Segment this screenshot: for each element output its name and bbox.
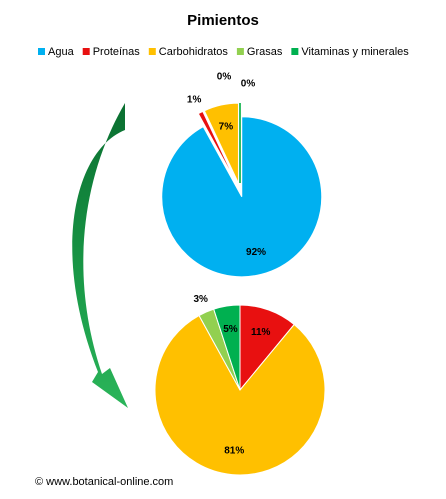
footer: © www.botanical-online.com — [35, 476, 173, 488]
data-label: 81% — [224, 446, 244, 457]
data-label: 7% — [219, 122, 234, 133]
pie-slice — [213, 304, 241, 391]
pie-slice — [154, 314, 326, 476]
data-label: 0% — [217, 72, 232, 83]
pie-slice — [203, 102, 239, 184]
data-label: 3% — [193, 294, 208, 305]
data-label: 0% — [241, 79, 256, 90]
legend-swatch — [148, 48, 156, 55]
legend-label: Agua — [48, 46, 75, 58]
pie-slice — [197, 110, 238, 185]
legend-swatch — [38, 48, 45, 55]
legend-label: Proteínas — [93, 46, 141, 58]
data-label: 92% — [246, 247, 266, 258]
legend-swatch — [291, 48, 299, 55]
legend-label: Vitaminas y minerales — [301, 46, 409, 58]
legend-label: Carbohidratos — [159, 46, 229, 58]
data-label: 11% — [251, 327, 271, 338]
data-label: 1% — [187, 95, 202, 106]
arrow — [72, 103, 128, 408]
data-label: 5% — [223, 324, 238, 335]
legend-swatch — [82, 48, 90, 55]
legend-swatch — [236, 48, 244, 55]
pie-slice — [161, 116, 323, 278]
legend-label: Grasas — [247, 46, 283, 58]
chart-title: Pimientos — [187, 12, 259, 29]
